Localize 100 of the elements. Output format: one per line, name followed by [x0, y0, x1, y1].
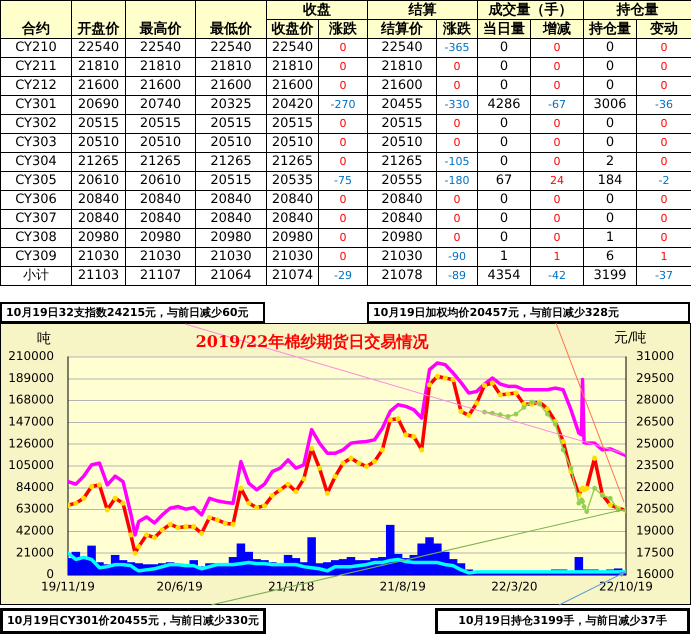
- data-label: 20740: [126, 96, 196, 114]
- x-tick-label: 增减: [530, 20, 584, 38]
- text: 10月19日加权均价20457元，与前日减少328元: [367, 302, 690, 323]
- data-label: 4286: [478, 96, 530, 114]
- data-label: 0: [436, 190, 478, 210]
- data-label: 20610: [72, 172, 126, 190]
- text: 结算: [368, 0, 478, 20]
- text: 10月19日32支指数24215元，与前日减少60元: [0, 302, 265, 323]
- y-tick-label: CY210: [0, 38, 72, 58]
- data-label: 0: [478, 228, 530, 248]
- y-tick-label: 210000: [8, 349, 54, 364]
- y-tick-label: 小计: [0, 266, 72, 286]
- data-label: 21600: [266, 76, 318, 96]
- data-label: 22540: [266, 38, 318, 58]
- data-label: 0: [530, 114, 584, 134]
- data-label: -75: [318, 172, 368, 190]
- y-tick-label: CY304: [0, 152, 72, 172]
- y-tick-label: CY211: [0, 58, 72, 76]
- y-tick-label: CY302: [0, 114, 72, 134]
- data-label: 0: [318, 134, 368, 152]
- data-label: 0: [478, 38, 530, 58]
- data-label: 184: [584, 172, 636, 190]
- data-label: 20325: [196, 96, 266, 114]
- x-tick-label: 持仓量: [584, 20, 636, 38]
- data-label: -330: [436, 96, 478, 114]
- data-label: 0: [530, 210, 584, 228]
- data-label: 20840: [196, 210, 266, 228]
- data-label: 0: [436, 114, 478, 134]
- chart-title: 2019/22年棉纱期货日交易情况: [196, 332, 428, 351]
- y2-tick-label: 29500: [636, 370, 674, 385]
- data-label: 0: [530, 76, 584, 96]
- data-label: 21600: [126, 76, 196, 96]
- data-label: 0: [478, 210, 530, 228]
- data-label: 21265: [196, 152, 266, 172]
- data-label: 0: [584, 134, 636, 152]
- data-label: 1: [530, 248, 584, 266]
- data-label: 20510: [368, 134, 436, 152]
- data-label: 0: [530, 38, 584, 58]
- data-label: 6: [584, 248, 636, 266]
- data-label: 0: [436, 228, 478, 248]
- y-tick-label: 84000: [16, 480, 54, 494]
- data-label: 20840: [72, 190, 126, 210]
- data-label: 0: [636, 76, 691, 96]
- y2-tick-label: 22000: [636, 480, 674, 494]
- data-label: -180: [436, 172, 478, 190]
- data-label: 0: [584, 210, 636, 228]
- y2-tick-label: 25000: [636, 436, 674, 450]
- data-label: 0: [636, 134, 691, 152]
- data-label: 20555: [368, 172, 436, 190]
- x-tick-label: 最低价: [196, 0, 266, 38]
- x-tick-label: 收盘价: [266, 20, 318, 38]
- data-label: 20515: [368, 114, 436, 134]
- y2-axis-title: 元/吨: [614, 329, 647, 347]
- data-label: 21030: [368, 248, 436, 266]
- x-tick-label: 结算价: [368, 20, 436, 38]
- data-label: 0: [584, 38, 636, 58]
- data-label: -2: [636, 172, 691, 190]
- data-label: 0: [318, 152, 368, 172]
- data-label: 0: [636, 228, 691, 248]
- data-label: 0: [318, 58, 368, 76]
- y-tick-label: 0: [46, 567, 54, 582]
- data-label: 21103: [72, 266, 126, 286]
- data-label: 0: [478, 114, 530, 134]
- data-label: -36: [636, 96, 691, 114]
- data-label: -89: [436, 266, 478, 286]
- data-label: 0: [436, 134, 478, 152]
- y-tick-label: 63000: [16, 502, 54, 516]
- x-tick-label: 当日量: [478, 20, 530, 38]
- data-label: 20980: [126, 228, 196, 248]
- data-label: 21107: [126, 266, 196, 286]
- data-label: 0: [584, 58, 636, 76]
- y-tick-label: CY212: [0, 76, 72, 96]
- data-label: 21265: [266, 152, 318, 172]
- data-label: 20515: [72, 114, 126, 134]
- text: 成交量（手）: [478, 0, 584, 20]
- data-label: 20515: [196, 114, 266, 134]
- data-label: -29: [318, 266, 368, 286]
- data-label: -365: [436, 38, 478, 58]
- data-label: 22540: [368, 38, 436, 58]
- data-label: 0: [478, 58, 530, 76]
- y-tick-label: CY301: [0, 96, 72, 114]
- data-label: 0: [318, 38, 368, 58]
- data-label: 20515: [266, 114, 318, 134]
- data-label: 0: [318, 190, 368, 210]
- data-label: 20840: [126, 190, 196, 210]
- data-label: -90: [436, 248, 478, 266]
- text: 收盘: [266, 0, 368, 20]
- x-tick-label: 变动: [636, 20, 691, 38]
- data-label: 20980: [72, 228, 126, 248]
- data-label: 21030: [196, 248, 266, 266]
- data-label: 21265: [368, 152, 436, 172]
- data-label: 0: [530, 134, 584, 152]
- data-label: 0: [318, 228, 368, 248]
- data-label: 0: [636, 114, 691, 134]
- data-label: -42: [530, 266, 584, 286]
- data-label: 20420: [266, 96, 318, 114]
- data-label: 21074: [266, 266, 318, 286]
- data-label: 0: [636, 58, 691, 76]
- data-label: 0: [318, 248, 368, 266]
- text: 10月19日CY301价20455元，与前日减少330元: [0, 608, 266, 634]
